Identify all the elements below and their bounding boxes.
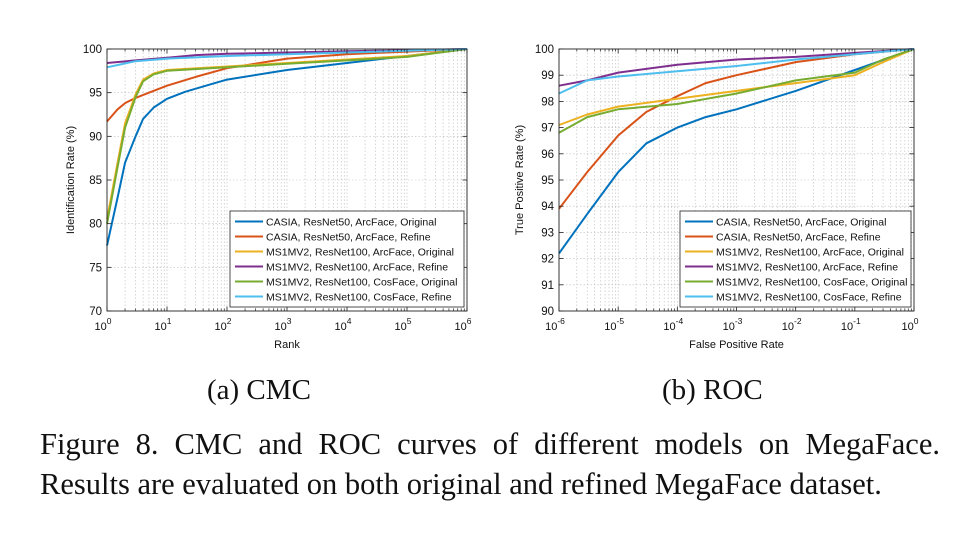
roc-y-tick-label: 92	[541, 254, 554, 266]
roc-legend-label-2: MS1MV2, ResNet100, ArcFace, Original	[716, 246, 904, 258]
cmc-x-axis-title: Rank	[274, 339, 300, 351]
roc-y-axis-title: True Positive Rate (%)	[514, 125, 526, 235]
cmc-x-tick-label: 106	[455, 316, 472, 333]
cmc-series-line-4	[106, 48, 468, 224]
roc-legend-label-3: MS1MV2, ResNet100, ArcFace, Refine	[716, 261, 898, 273]
cmc-y-axis-title: Identification Rate (%)	[65, 126, 77, 234]
subcaption-cmc: (a) CMC	[207, 374, 311, 406]
roc-legend-label-4: MS1MV2, ResNet100, CosFace, Original	[716, 276, 907, 288]
roc-x-tick-label: 10-4	[663, 316, 683, 333]
roc-y-tick-label: 94	[541, 201, 554, 213]
roc-y-tick-label: 90	[541, 306, 554, 318]
cmc-series-line-1	[106, 48, 468, 123]
cmc-x-tick-label: 100	[95, 316, 112, 333]
cmc-x-tick-label: 105	[395, 316, 412, 333]
cmc-y-tick-label: 85	[89, 175, 102, 187]
cmc-x-tick-label: 101	[155, 316, 172, 333]
roc-series	[558, 48, 915, 254]
cmc-legend-label-2: MS1MV2, ResNet100, ArcFace, Original	[266, 246, 454, 258]
roc-ticks: 10-6 10-5 10-4 10-3 10-2 10-1 100 90 91 92 93 94 95 9…	[535, 44, 919, 333]
cmc-legend: CASIA, ResNet50, ArcFace, Original CASIA,…	[229, 210, 465, 308]
roc-x-tick-label: 10-5	[604, 316, 624, 333]
roc-legend-label-5: MS1MV2, ResNet100, CosFace, Refine	[716, 291, 902, 303]
roc-y-tick-label: 97	[541, 123, 554, 135]
cmc-chart: 100 101 102 103 104 105 106 70 75 80 85 90 95 100 Rank…	[65, 44, 472, 351]
roc-y-tick-label: 99	[541, 70, 554, 82]
roc-x-tick-label: 10-3	[723, 316, 743, 333]
cmc-legend-label-1: CASIA, ResNet50, ArcFace, Refine	[266, 231, 431, 243]
roc-chart: 10-6 10-5 10-4 10-3 10-2 10-1 100 90 91 92 93 94 95 9…	[514, 44, 919, 351]
figure-caption: Figure 8. CMC and ROC curves of differen…	[40, 427, 940, 501]
roc-series-line-4	[558, 48, 915, 134]
roc-x-tick-label: 100	[902, 316, 919, 333]
cmc-series-line-5	[106, 48, 468, 69]
cmc-x-tick-label: 103	[275, 316, 292, 333]
roc-y-tick-label: 91	[541, 280, 554, 292]
cmc-x-tick-label: 104	[335, 316, 352, 333]
roc-x-tick-label: 10-1	[841, 316, 861, 333]
roc-series-line-0	[558, 48, 915, 254]
cmc-y-tick-label: 100	[83, 44, 102, 56]
cmc-x-tick-label: 102	[215, 316, 232, 333]
roc-legend: CASIA, ResNet50, ArcFace, Original CASIA,…	[679, 210, 912, 308]
cmc-y-tick-label: 95	[89, 88, 102, 100]
cmc-y-tick-label: 70	[89, 306, 102, 318]
roc-series-line-1	[558, 48, 915, 210]
roc-legend-label-1: CASIA, ResNet50, ArcFace, Refine	[716, 231, 881, 243]
roc-legend-box	[679, 210, 912, 308]
roc-y-tick-label: 96	[541, 149, 554, 161]
roc-x-axis-title: False Positive Rate	[689, 339, 784, 351]
roc-y-tick-label: 93	[541, 227, 554, 239]
cmc-legend-label-3: MS1MV2, ResNet100, ArcFace, Refine	[266, 261, 448, 273]
roc-y-tick-label: 100	[535, 44, 554, 56]
cmc-y-tick-label: 75	[89, 262, 102, 274]
cmc-legend-label-5: MS1MV2, ResNet100, CosFace, Refine	[266, 291, 452, 303]
roc-legend-label-0: CASIA, ResNet50, ArcFace, Original	[716, 216, 886, 228]
roc-x-tick-label: 10-6	[545, 316, 565, 333]
cmc-y-tick-label: 80	[89, 219, 102, 231]
roc-y-tick-label: 95	[541, 175, 554, 187]
cmc-series-line-0	[106, 48, 468, 246]
roc-series-line-5	[558, 48, 915, 95]
cmc-legend-label-0: CASIA, ResNet50, ArcFace, Original	[266, 216, 436, 228]
roc-x-tick-label: 10-2	[782, 316, 802, 333]
cmc-ticks: 100 101 102 103 104 105 106 70 75 80 85 90 95 100	[83, 44, 472, 333]
cmc-legend-label-4: MS1MV2, ResNet100, CosFace, Original	[266, 276, 457, 288]
cmc-series	[106, 48, 468, 246]
roc-series-line-2	[558, 48, 915, 126]
roc-y-tick-label: 98	[541, 96, 554, 108]
cmc-legend-box	[229, 210, 465, 308]
subcaption-roc: (b) ROC	[662, 374, 763, 406]
cmc-y-tick-label: 90	[89, 131, 102, 143]
